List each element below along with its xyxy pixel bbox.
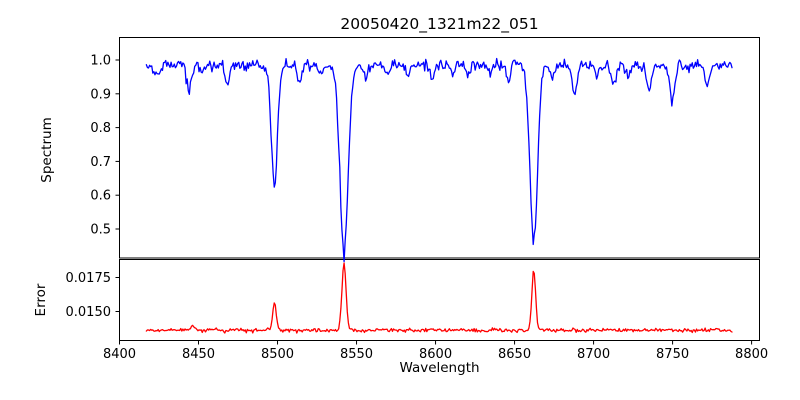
spectrum-y-tick-label: 0.9 (90, 87, 111, 102)
plot-title: 20050420_1321m22_051 (340, 15, 538, 34)
x-tick-label: 8800 (735, 347, 768, 362)
wavelength-axis-label: Wavelength (399, 360, 479, 376)
x-tick-label: 8400 (103, 347, 136, 362)
x-tick-label: 8450 (182, 347, 215, 362)
x-tick-label: 8500 (261, 347, 294, 362)
error-curve (145, 262, 733, 334)
spectrum-y-tick-label: 0.5 (90, 223, 111, 238)
x-tick-label: 8550 (340, 347, 373, 362)
x-tick-label: 8600 (419, 347, 452, 362)
axis-ticks: 8400 8450 8500 8550 8600 8650 8700 8750 8800 1.0 0… (66, 54, 769, 362)
data-curves (145, 57, 733, 334)
x-tick-label: 8700 (577, 347, 610, 362)
spectrum-y-tick-label: 0.6 (90, 189, 111, 204)
error-axis-label: Error (33, 283, 49, 316)
x-tick-label: 8650 (498, 347, 531, 362)
spectrum-y-tick-label: 1.0 (90, 54, 111, 69)
spectrum-axis-label: Spectrum (39, 117, 55, 182)
error-y-tick-label: 0.0175 (66, 271, 112, 286)
error-panel-border (119, 259, 760, 341)
x-tick-label: 8750 (656, 347, 689, 362)
spectrum-panel-border (119, 37, 760, 259)
error-y-tick-label: 0.0150 (66, 305, 112, 320)
spectrum-y-tick-label: 0.7 (90, 155, 111, 170)
spectrum-y-tick-label: 0.8 (90, 121, 111, 136)
spectrum-curve (145, 57, 733, 263)
